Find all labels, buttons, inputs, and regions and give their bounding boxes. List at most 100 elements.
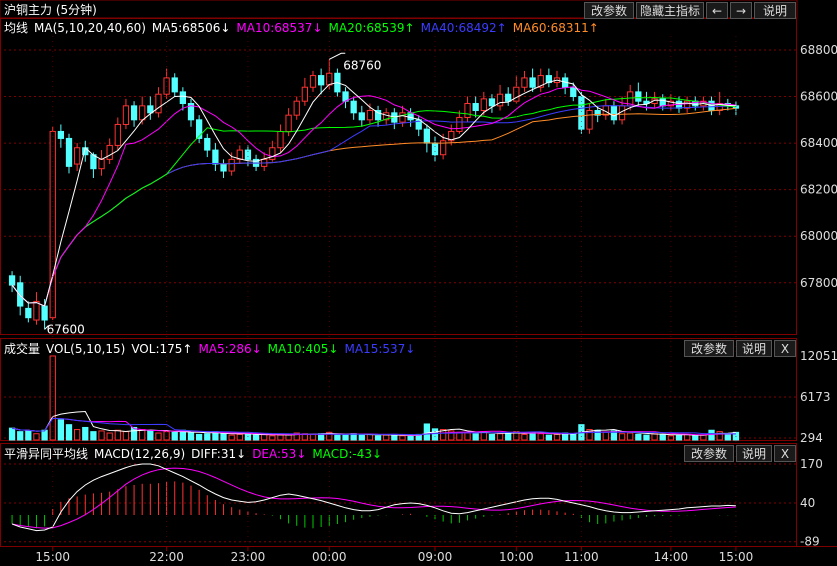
candle-body bbox=[317, 75, 325, 86]
main-indicator-label: 均线 bbox=[4, 21, 29, 35]
volume-bar bbox=[659, 433, 666, 441]
volume-bar bbox=[187, 432, 195, 441]
ma5-line bbox=[11, 79, 736, 307]
candle-body bbox=[57, 130, 65, 139]
volume-bar bbox=[293, 432, 300, 441]
volume-bar bbox=[651, 433, 658, 441]
volume-bar bbox=[147, 430, 154, 441]
candle-body bbox=[65, 137, 73, 167]
x-tick-label: 22:00 bbox=[149, 550, 184, 563]
volume-bar bbox=[407, 436, 414, 441]
volume-bar bbox=[73, 429, 81, 441]
candle-body bbox=[106, 144, 113, 160]
candle-body bbox=[114, 123, 121, 146]
volume-bar bbox=[643, 434, 650, 441]
volume-bar bbox=[236, 433, 243, 441]
volume-bar bbox=[334, 433, 341, 441]
candle-body bbox=[399, 112, 406, 123]
macd-explain-button[interactable]: 说明 bbox=[736, 445, 772, 462]
diff-line bbox=[11, 463, 736, 532]
volume-bar bbox=[464, 432, 471, 441]
macd-close-button[interactable]: X bbox=[774, 445, 796, 462]
candle-body bbox=[293, 100, 300, 116]
diff-value: DIFF:31↓ bbox=[191, 447, 247, 461]
candle-body bbox=[147, 105, 154, 114]
candle-body bbox=[8, 275, 16, 286]
volume-bar bbox=[586, 429, 593, 441]
volume-bar bbox=[505, 432, 512, 441]
main-change-params-button[interactable]: 改参数 bbox=[584, 2, 634, 19]
price-tick-label: 68000 bbox=[800, 229, 837, 243]
volume-bar bbox=[448, 430, 455, 441]
page-title: 沪铜主力 (5分钟) bbox=[4, 3, 97, 17]
ma60-value: MA60:68311↑ bbox=[512, 21, 599, 35]
candle-body bbox=[439, 140, 447, 156]
price-tick-label: 67800 bbox=[800, 276, 837, 290]
x-tick-label: 23:00 bbox=[231, 550, 266, 563]
candle-body bbox=[383, 112, 390, 121]
volume-bar bbox=[431, 428, 439, 441]
left-arrow-button[interactable]: ← bbox=[706, 2, 728, 19]
volume-bar bbox=[342, 434, 349, 441]
candle-body bbox=[326, 72, 333, 86]
volume-tick-label: 6173 bbox=[800, 390, 831, 404]
volume-bar bbox=[171, 431, 178, 441]
main-explain-button[interactable]: 说明 bbox=[754, 2, 796, 19]
volume-bar bbox=[724, 433, 731, 441]
vol-close-button[interactable]: X bbox=[774, 340, 796, 357]
dea-value: DEA:53↓ bbox=[252, 447, 307, 461]
low-price-label: 67600 bbox=[47, 322, 85, 336]
candle-body bbox=[244, 149, 252, 160]
candle-body bbox=[73, 147, 81, 165]
x-tick-label: 11:00 bbox=[564, 550, 599, 563]
vol-value: VOL:175↑ bbox=[131, 342, 193, 356]
candle-body bbox=[204, 137, 211, 151]
candle-body bbox=[472, 103, 479, 111]
candle-body bbox=[285, 114, 292, 132]
x-tick-label: 15:00 bbox=[719, 550, 754, 563]
candle-body bbox=[309, 75, 317, 88]
ma20-line bbox=[11, 96, 736, 307]
vol-indicator-name: VOL(5,10,15) bbox=[46, 342, 126, 356]
high-pointer bbox=[329, 52, 346, 60]
volume-bar bbox=[488, 433, 496, 441]
volume-bar bbox=[618, 433, 626, 441]
ma20-value: MA20:68539↑ bbox=[328, 21, 415, 35]
macd-change-params-button[interactable]: 改参数 bbox=[684, 445, 734, 462]
volume-bar bbox=[667, 435, 675, 441]
main-indicator-header: 均线 MA(5,10,20,40,60) MA5:68506↓ MA10:68537↓… bbox=[4, 19, 605, 36]
candle-body bbox=[594, 110, 601, 116]
volume-bar bbox=[675, 434, 683, 441]
volume-bar bbox=[220, 433, 227, 441]
vol-ma5-value: MA5:286↓ bbox=[198, 342, 262, 356]
candle-body bbox=[41, 305, 48, 321]
vol-ma15-value: MA15:537↓ bbox=[344, 342, 416, 356]
volume-bar bbox=[700, 434, 707, 441]
candle-body bbox=[212, 149, 219, 165]
price-tick-label: 68800 bbox=[800, 43, 837, 57]
candle-body bbox=[17, 282, 24, 307]
volume-bar bbox=[635, 433, 642, 441]
macd-indicator-header: 平滑异同平均线 MACD(12,26,9) DIFF:31↓ DEA:53↓ MACD:… bbox=[4, 445, 388, 462]
candle-body bbox=[635, 91, 642, 102]
volume-bar bbox=[358, 434, 365, 441]
volume-bar bbox=[163, 431, 170, 441]
candle-body bbox=[187, 103, 195, 121]
hide-indicator-button[interactable]: 隐藏主指标 bbox=[636, 2, 704, 19]
candle-body bbox=[586, 110, 593, 130]
candle-body bbox=[488, 98, 496, 107]
volume-bar bbox=[25, 430, 32, 441]
volume-bar bbox=[130, 426, 138, 441]
vol-change-params-button[interactable]: 改参数 bbox=[684, 340, 734, 357]
macd-indicator-name: MACD(12,26,9) bbox=[94, 447, 186, 461]
candle-body bbox=[277, 130, 284, 149]
vol-ma10-value: MA10:405↓ bbox=[267, 342, 339, 356]
ma10-value: MA10:68537↓ bbox=[236, 21, 323, 35]
macd-tick-label: 40 bbox=[800, 496, 815, 510]
ma5-value: MA5:68506↓ bbox=[151, 21, 231, 35]
volume-bar bbox=[204, 433, 211, 441]
vol-explain-button[interactable]: 说明 bbox=[736, 340, 772, 357]
candle-body bbox=[155, 93, 162, 114]
candle-body bbox=[139, 105, 146, 121]
right-arrow-button[interactable]: → bbox=[730, 2, 752, 19]
